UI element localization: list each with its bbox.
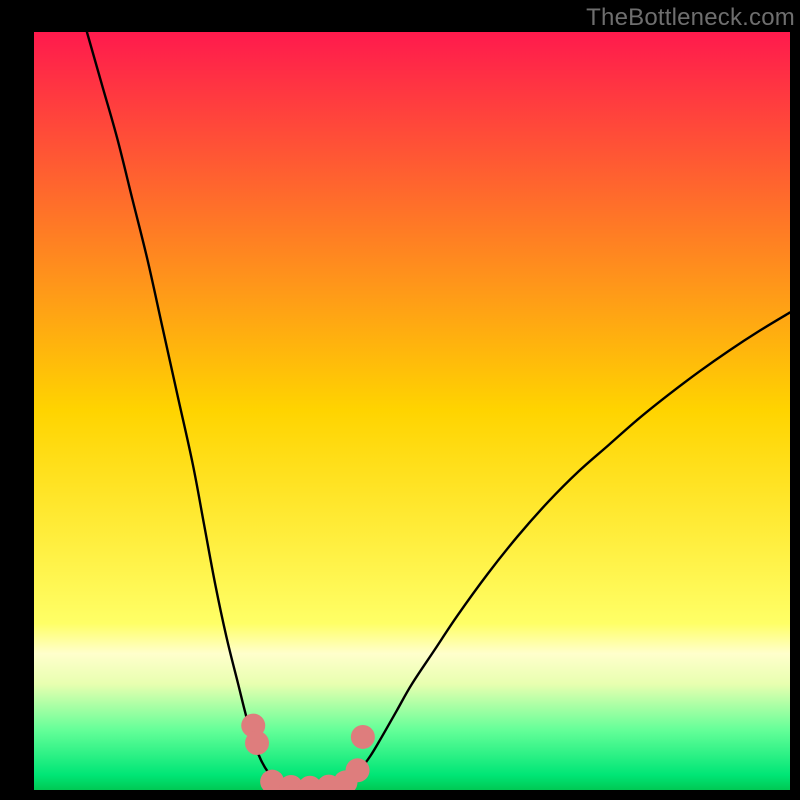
marker-point	[245, 731, 269, 755]
bottleneck-chart	[0, 0, 800, 800]
marker-point	[351, 725, 375, 749]
marker-point	[346, 758, 370, 782]
chart-frame: TheBottleneck.com	[0, 0, 800, 800]
watermark-text: TheBottleneck.com	[586, 4, 795, 32]
